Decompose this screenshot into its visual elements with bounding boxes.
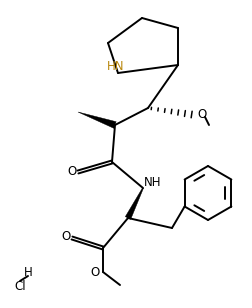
- Text: O: O: [67, 164, 76, 177]
- Text: O: O: [197, 107, 206, 120]
- Text: HN: HN: [107, 59, 124, 72]
- Text: O: O: [90, 266, 99, 279]
- Polygon shape: [78, 112, 116, 128]
- Polygon shape: [125, 188, 143, 219]
- Text: NH: NH: [144, 176, 161, 189]
- Text: H: H: [23, 265, 32, 278]
- Text: O: O: [61, 230, 70, 244]
- Text: Cl: Cl: [14, 279, 26, 293]
